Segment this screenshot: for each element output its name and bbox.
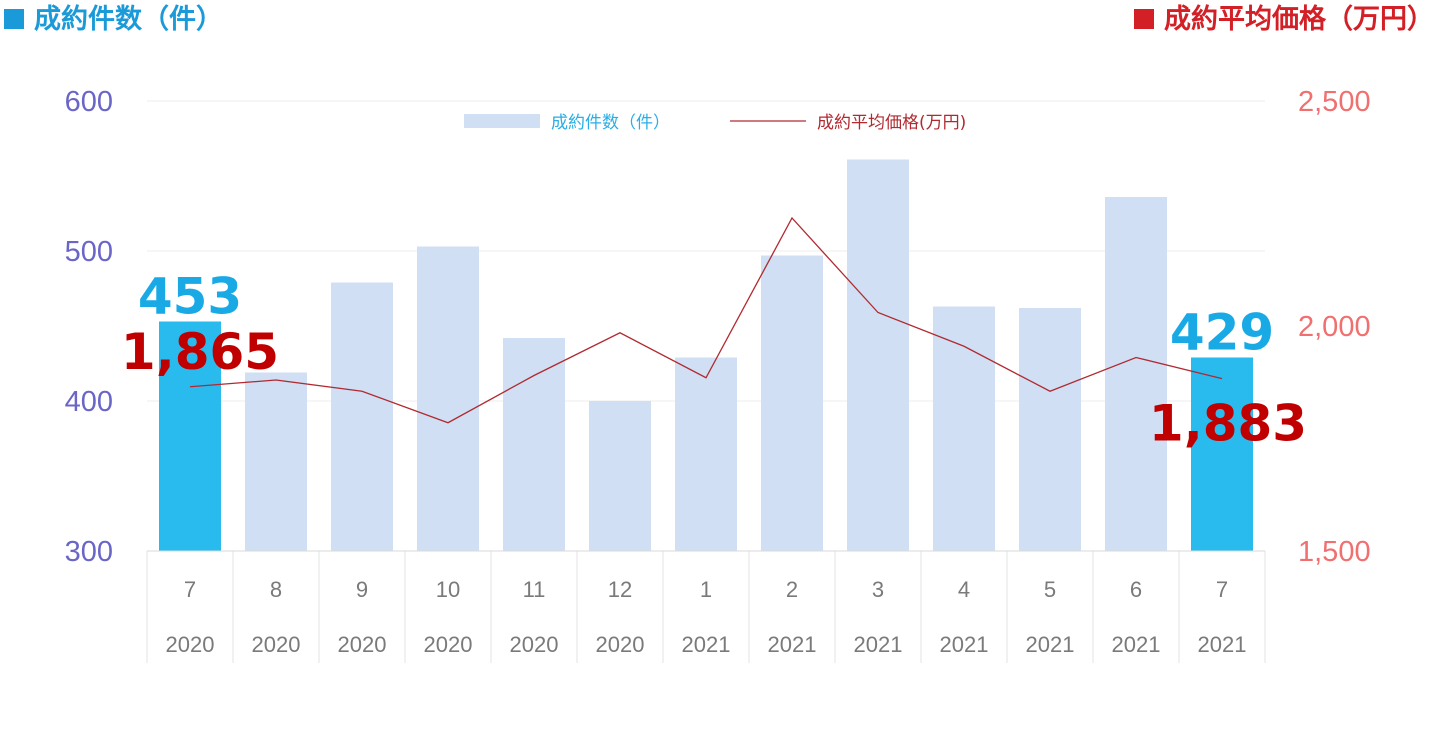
bar-1 xyxy=(245,372,307,551)
x-year-label-2: 2020 xyxy=(338,632,387,657)
price-label-3: 1,883 xyxy=(1149,395,1307,453)
left-axis-square-icon xyxy=(4,9,24,29)
bar-3 xyxy=(417,246,479,551)
x-year-label-3: 2020 xyxy=(424,632,473,657)
price-line xyxy=(189,216,1223,424)
bar-2 xyxy=(331,282,393,551)
right-tick-0: 1,500 xyxy=(1298,536,1371,568)
x-month-label-12: 7 xyxy=(1216,577,1228,602)
bar-12 xyxy=(1191,357,1253,551)
line-series xyxy=(189,216,1223,424)
x-year-label-1: 2020 xyxy=(252,632,301,657)
left-tick-3: 600 xyxy=(65,86,113,118)
x-month-label-1: 8 xyxy=(270,577,282,602)
x-month-label-6: 1 xyxy=(700,577,712,602)
x-month-label-11: 6 xyxy=(1130,577,1142,602)
x-year-label-10: 2021 xyxy=(1026,632,1075,657)
x-year-label-9: 2021 xyxy=(940,632,989,657)
bar-9 xyxy=(933,306,995,551)
x-month-label-4: 11 xyxy=(523,577,546,602)
x-month-label-9: 4 xyxy=(958,577,970,602)
x-year-label-0: 2020 xyxy=(166,632,215,657)
count-label-0: 453 xyxy=(138,268,242,326)
right-tick-2: 2,500 xyxy=(1298,86,1371,118)
right-axis-square-icon xyxy=(1134,9,1154,29)
bar-6 xyxy=(675,357,737,551)
x-year-label-5: 2020 xyxy=(596,632,645,657)
bar-5 xyxy=(589,401,651,551)
bar-0 xyxy=(159,321,221,551)
left-y-axis: 300 400 500 600 xyxy=(65,86,113,568)
legend-bar-swatch xyxy=(464,114,540,128)
x-month-label-10: 5 xyxy=(1044,577,1056,602)
legend: 成約件数（件） 成約平均価格(万円) xyxy=(464,113,966,133)
bar-8 xyxy=(847,159,909,551)
x-month-label-5: 12 xyxy=(608,577,632,602)
bar-10 xyxy=(1019,308,1081,551)
x-month-label-2: 9 xyxy=(356,577,368,602)
right-axis-title-text: 成約平均価格（万円） xyxy=(1164,4,1434,35)
right-axis-title: 成約平均価格（万円） xyxy=(1134,0,1434,40)
x-axis-table: 7 2020 8 2020 9 2020 10 2020 11 2020 12 2020 1 2021 2 2… xyxy=(146,550,1266,663)
left-tick-2: 500 xyxy=(65,236,113,268)
x-year-label-4: 2020 xyxy=(510,632,559,657)
left-axis-title: 成約件数（件） xyxy=(4,0,223,40)
legend-bar-label: 成約件数（件） xyxy=(551,113,670,133)
x-year-label-6: 2021 xyxy=(682,632,731,657)
x-month-label-3: 10 xyxy=(436,577,460,602)
bar-4 xyxy=(503,338,565,551)
data-labels: 453 429 1,865 1,883 xyxy=(121,268,1307,453)
bar-7 xyxy=(761,255,823,551)
count-label-1: 429 xyxy=(1170,304,1274,362)
x-year-label-12: 2021 xyxy=(1198,632,1247,657)
x-month-label-8: 3 xyxy=(872,577,884,602)
x-year-label-11: 2021 xyxy=(1112,632,1161,657)
left-tick-1: 400 xyxy=(65,386,113,418)
left-axis-title-text: 成約件数（件） xyxy=(34,4,223,35)
bar-series xyxy=(159,159,1253,551)
legend-line-label: 成約平均価格(万円) xyxy=(817,113,966,133)
right-tick-1: 2,000 xyxy=(1298,311,1371,343)
x-year-label-8: 2021 xyxy=(854,632,903,657)
right-y-axis: 1,500 2,000 2,500 xyxy=(1298,86,1371,568)
x-month-label-7: 2 xyxy=(786,577,798,602)
x-year-label-7: 2021 xyxy=(768,632,817,657)
x-month-label-0: 7 xyxy=(184,577,196,602)
price-label-2: 1,865 xyxy=(121,323,279,381)
left-tick-0: 300 xyxy=(65,536,113,568)
bar-11 xyxy=(1105,197,1167,551)
